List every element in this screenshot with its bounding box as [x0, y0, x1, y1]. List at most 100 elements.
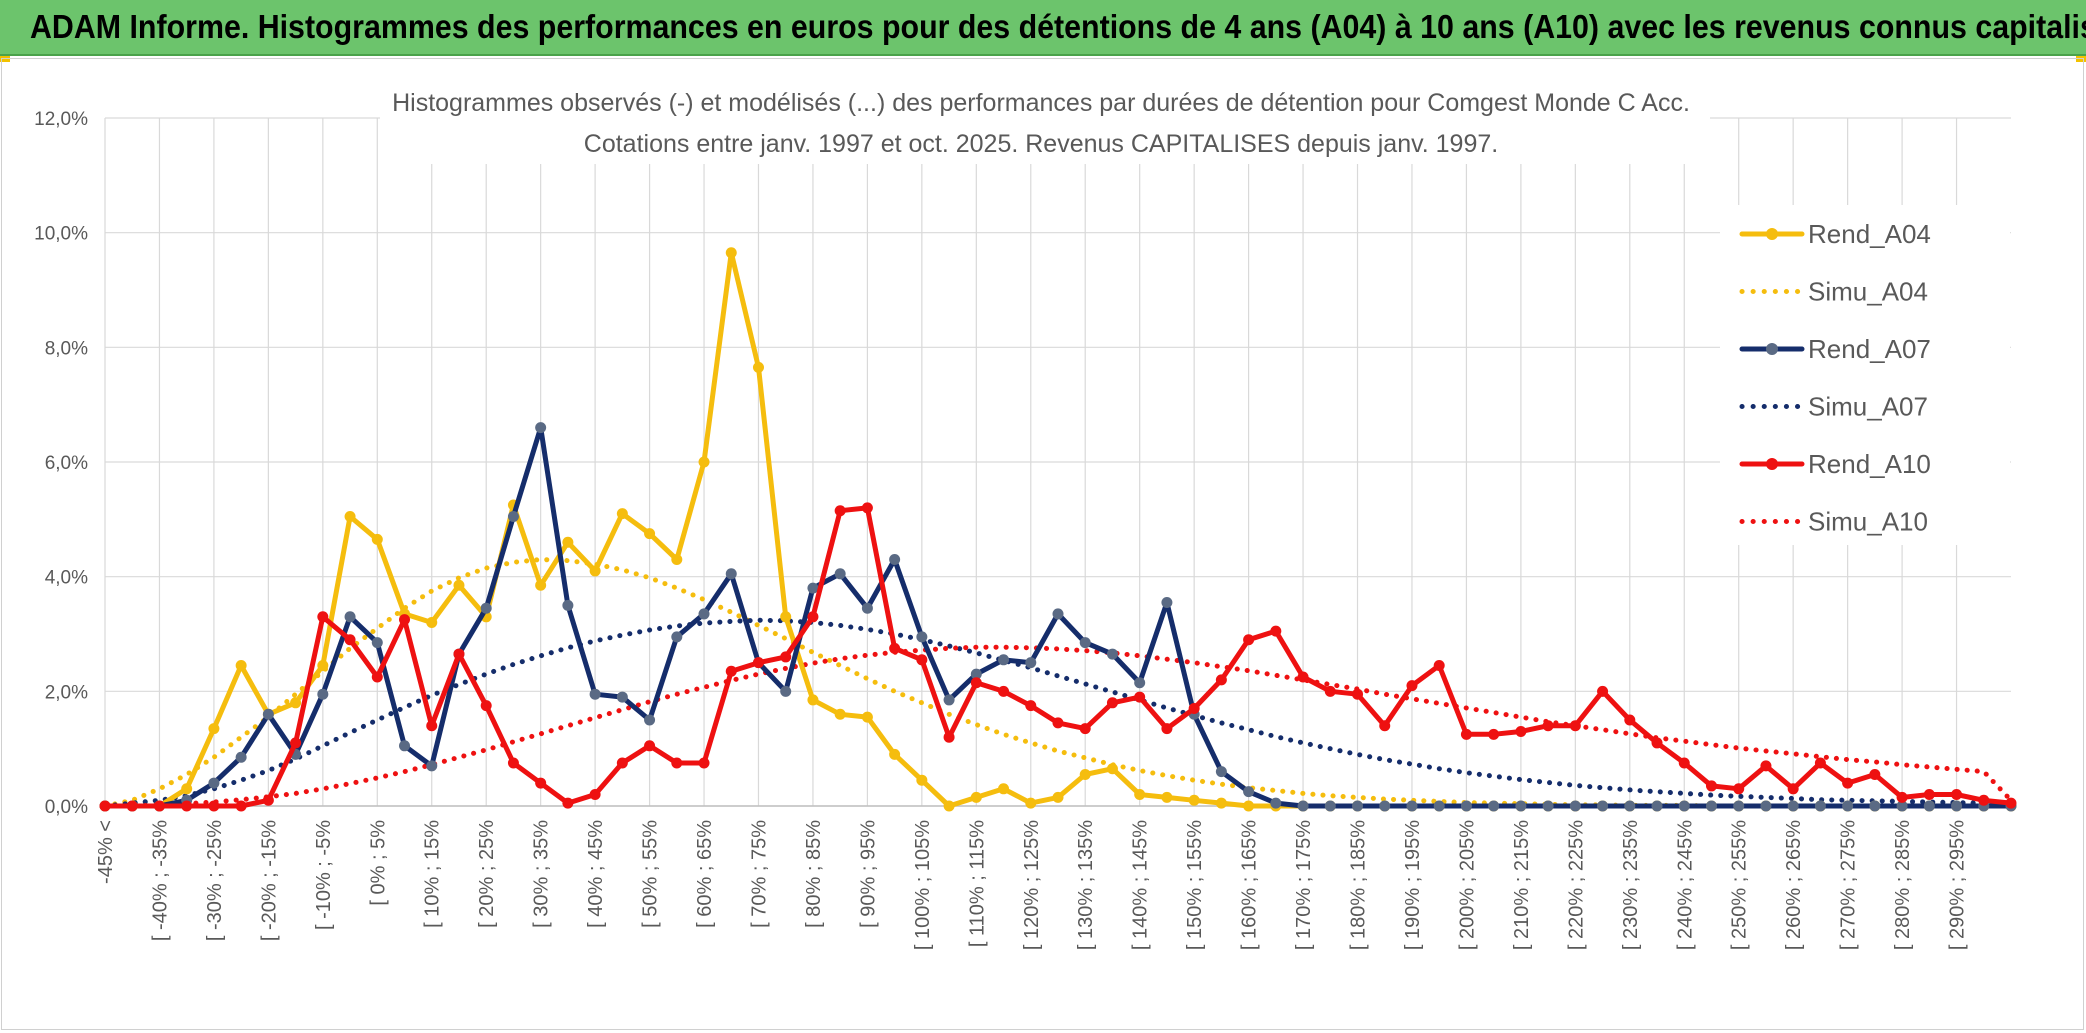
x-tick-label: [ 170% ; 175% — [1293, 820, 1315, 950]
legend-label: Simu_A10 — [1808, 507, 1928, 537]
data-point — [344, 634, 356, 646]
y-tick-label: 2,0% — [45, 682, 88, 703]
data-point — [99, 800, 111, 812]
data-point — [1079, 723, 1091, 735]
data-point — [262, 708, 274, 720]
data-point — [616, 508, 628, 520]
data-point — [1733, 783, 1745, 795]
chart-titles: Histogrammes observés (-) et modélisés (… — [380, 80, 1710, 164]
data-point — [1678, 800, 1690, 812]
data-point — [153, 800, 165, 812]
chart-subtitle: Cotations entre janv. 1997 et oct. 2025.… — [584, 130, 1498, 158]
series-line — [102, 644, 2014, 809]
data-point — [290, 697, 302, 709]
x-tick-label: [ 180% ; 185% — [1348, 820, 1370, 950]
legend-item: Simu_A04 — [1739, 277, 1928, 307]
data-point — [1324, 685, 1336, 697]
y-tick-label: 0,0% — [45, 797, 88, 818]
data-point — [916, 654, 928, 666]
y-tick-label: 12,0% — [34, 109, 88, 130]
data-point — [562, 797, 574, 809]
data-point — [1842, 777, 1854, 789]
legend-label: Rend_A04 — [1808, 219, 1931, 249]
data-point — [807, 611, 819, 623]
x-tick-label: [ -10% ; -5% — [313, 820, 335, 930]
data-point — [208, 777, 220, 789]
data-point — [426, 720, 438, 732]
data-point — [399, 614, 411, 626]
data-point — [725, 568, 737, 580]
data-point — [2005, 797, 2017, 809]
data-point — [371, 637, 383, 649]
data-point — [889, 748, 901, 760]
data-point — [807, 694, 819, 706]
data-point — [1433, 800, 1445, 812]
series-line — [102, 505, 2014, 809]
legend-item: Rend_A04 — [1739, 219, 1931, 249]
legend-item: Rend_A10 — [1739, 449, 1931, 479]
data-point — [235, 800, 247, 812]
data-point — [889, 642, 901, 654]
data-point — [698, 757, 710, 769]
data-point — [1542, 720, 1554, 732]
data-point — [807, 582, 819, 594]
data-point — [535, 777, 547, 789]
data-point — [1814, 757, 1826, 769]
x-tick-label: [ 30% ; 35% — [531, 820, 553, 928]
data-point — [181, 800, 193, 812]
data-point — [1488, 728, 1500, 740]
data-point — [1869, 768, 1881, 780]
data-point — [1787, 783, 1799, 795]
data-point — [453, 648, 465, 660]
data-point — [834, 505, 846, 517]
data-point — [426, 617, 438, 629]
data-point — [752, 657, 764, 669]
data-point — [371, 533, 383, 545]
data-point — [1433, 660, 1445, 672]
report-title: ADAM Informe. Histogrammes des performan… — [30, 8, 2086, 45]
data-point — [1460, 728, 1472, 740]
data-point — [1324, 800, 1336, 812]
data-point — [317, 688, 329, 700]
x-tick-label: [ 0% ; 5% — [367, 820, 389, 906]
x-axis-ticks: -45% < [ -40% ; -35% [ -30% ; -25% [ -20% ;… — [95, 820, 1969, 950]
histogram-chart: 0,0% 2,0% 4,0% 6,0% 8,0% 10,0% 12,0% -45% < [ -… — [34, 80, 2017, 950]
data-point — [970, 668, 982, 680]
legend-label: Rend_A10 — [1808, 449, 1931, 479]
data-point — [1569, 720, 1581, 732]
data-point — [671, 631, 683, 643]
legend-marker — [1766, 343, 1778, 355]
data-point — [1379, 720, 1391, 732]
legend-item: Simu_A10 — [1739, 507, 1928, 537]
series-line — [102, 557, 2014, 809]
x-tick-label: [ 60% ; 65% — [694, 820, 716, 928]
legend-item: Simu_A07 — [1739, 392, 1928, 422]
data-point — [262, 794, 274, 806]
data-point — [644, 714, 656, 726]
data-point — [1106, 763, 1118, 775]
data-point — [725, 247, 737, 259]
data-point — [1569, 800, 1581, 812]
x-tick-label: [ 130% ; 135% — [1075, 820, 1097, 950]
data-point — [1515, 725, 1527, 737]
data-point — [589, 789, 601, 801]
data-point — [916, 774, 928, 786]
series-line — [102, 617, 2014, 809]
x-tick-label: [ 40% ; 45% — [585, 820, 607, 928]
data-point — [1270, 797, 1282, 809]
x-tick-label: [ -40% ; -35% — [149, 820, 171, 941]
x-tick-label: [ 240% ; 245% — [1674, 820, 1696, 950]
data-point — [671, 757, 683, 769]
data-point — [1243, 786, 1255, 798]
x-tick-label: [ 110% ; 115% — [966, 820, 988, 947]
data-point — [861, 602, 873, 614]
data-point — [507, 757, 519, 769]
x-tick-label: [ 260% ; 265% — [1783, 820, 1805, 950]
data-point — [1134, 691, 1146, 703]
data-point — [453, 579, 465, 591]
y-tick-label: 6,0% — [45, 453, 88, 474]
data-point — [208, 723, 220, 735]
x-tick-label: [ 270% ; 275% — [1838, 820, 1860, 950]
data-point — [317, 611, 329, 623]
data-point — [1542, 800, 1554, 812]
